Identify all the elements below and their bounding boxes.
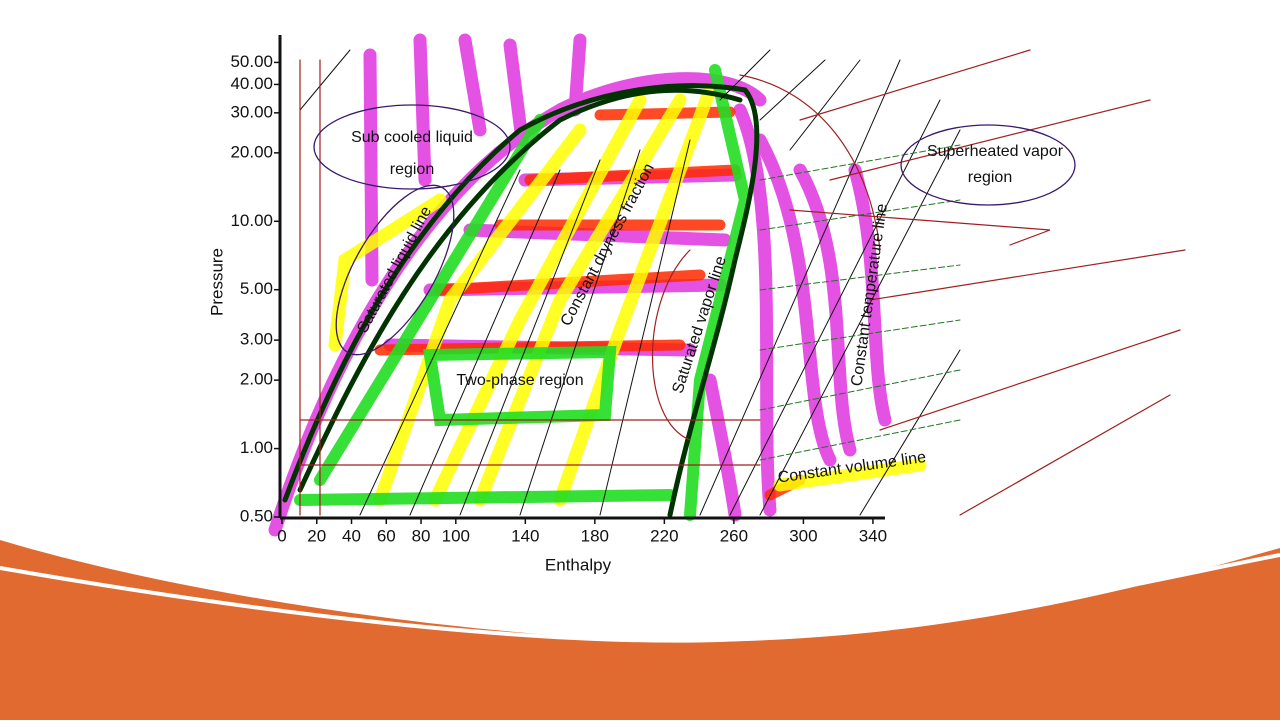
y-tick-label: 30.00 (230, 102, 273, 121)
y-tick-label: 5.00 (240, 279, 273, 298)
annotation: region (968, 169, 1012, 186)
x-tick-label: 180 (581, 526, 609, 545)
decoration (268, 33, 1186, 537)
x-tick-label: 20 (307, 526, 326, 545)
y-axis-label: Pressure (207, 248, 226, 316)
y-tick-label: 40.00 (230, 74, 273, 93)
x-tick-label: 60 (377, 526, 396, 545)
x-tick-label: 0 (277, 526, 286, 545)
annotation: Superheated vapor (927, 143, 1064, 160)
x-tick-label: 260 (720, 526, 748, 545)
annotation: region (390, 161, 434, 178)
x-tick-label: 80 (412, 526, 431, 545)
y-tick-label: 20.00 (230, 142, 273, 161)
x-tick-label: 100 (442, 526, 470, 545)
annotation: Constant temperature line (848, 203, 890, 388)
y-tick-label: 2.00 (240, 370, 273, 389)
x-axis-label: Enthalpy (545, 555, 612, 574)
annotation: Constant dryness fraction (558, 161, 658, 329)
x-tick-label: 140 (511, 526, 539, 545)
y-tick-label: 3.00 (240, 330, 273, 349)
axes (278, 35, 885, 520)
x-tick-label: 340 (859, 526, 887, 545)
annotation: Sub cooled liquid (351, 129, 473, 146)
y-tick-label: 10.00 (230, 211, 273, 230)
x-tick-label: 300 (789, 526, 817, 545)
footer-band (0, 540, 1280, 720)
y-tick-label: 1.00 (240, 438, 273, 457)
x-tick-label: 40 (342, 526, 361, 545)
x-tick-label: 220 (650, 526, 678, 545)
y-tick-label: 50.00 (230, 52, 273, 71)
annotation: Two-phase region (456, 372, 583, 389)
footer-curve (0, 553, 1280, 643)
y-tick-label: 0.50 (240, 506, 273, 525)
